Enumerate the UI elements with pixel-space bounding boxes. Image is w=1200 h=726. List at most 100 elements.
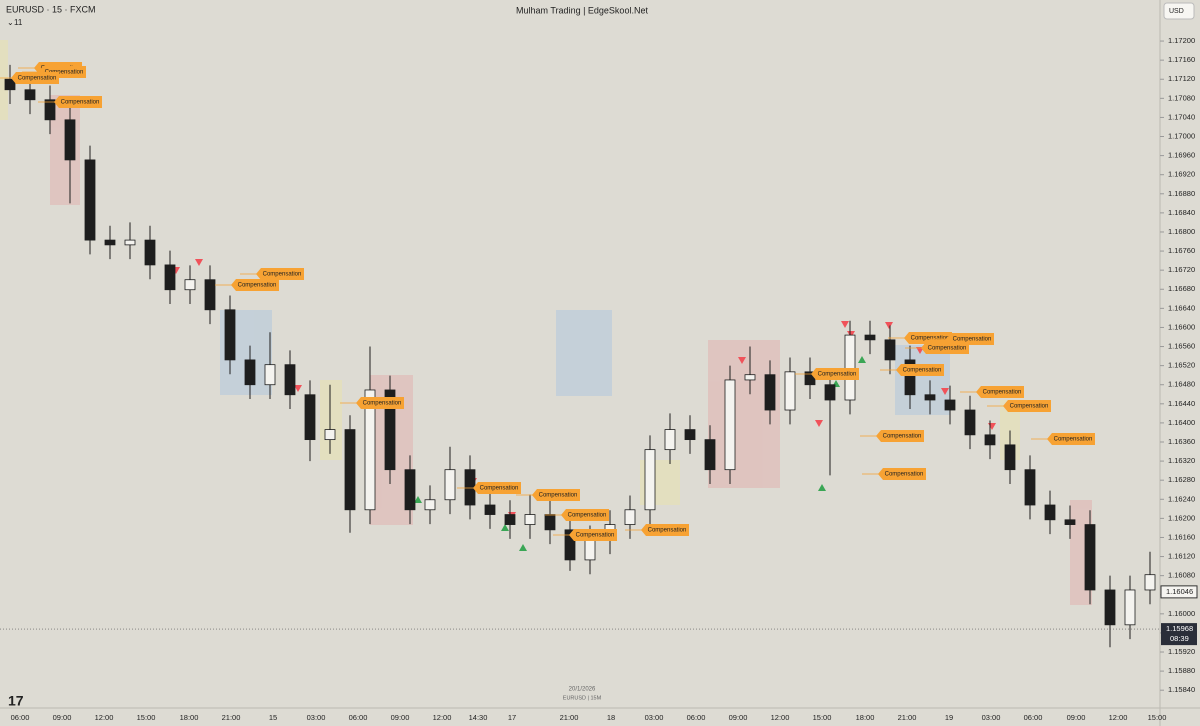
currency-button[interactable]	[1163, 2, 1195, 20]
x-tick-label: 15:00	[1148, 713, 1167, 722]
watermark-date: 20/1/2026	[569, 687, 596, 693]
y-tick-label: 1.16000	[1168, 609, 1195, 618]
candle-body	[904, 359, 916, 396]
candle-body	[524, 514, 536, 525]
candle-body	[624, 509, 636, 525]
candle-body	[244, 359, 256, 386]
y-tick-label: 1.16760	[1168, 246, 1195, 255]
annotation-tag	[256, 268, 304, 280]
currency[interactable]: USD	[1169, 8, 1184, 15]
x-tick-label: 09:00	[391, 713, 410, 722]
y-tick-label: 1.16720	[1168, 265, 1195, 274]
candle-body	[884, 339, 896, 361]
y-tick-label: 1.16240	[1168, 494, 1195, 503]
candle-body	[1104, 589, 1116, 626]
y-tick-label: 1.16520	[1168, 361, 1195, 370]
candle-body	[704, 439, 716, 471]
candle-body	[1024, 469, 1036, 506]
buy-signal	[519, 544, 527, 551]
x-tick-label: 15:00	[137, 713, 156, 722]
annotation-text: Compensation	[576, 533, 615, 539]
zone	[0, 40, 8, 120]
candle-body	[824, 384, 836, 401]
center-title: Mulham Trading | EdgeSkool.Net	[516, 5, 648, 15]
x-tick-label: 21:00	[560, 713, 579, 722]
x-tick-label: 15:00	[813, 713, 832, 722]
annotation-text: Compensation	[903, 368, 942, 374]
logo[interactable]: 17	[8, 693, 24, 709]
candle-body	[464, 469, 476, 506]
y-tick-label: 1.17200	[1168, 36, 1195, 45]
annotation-text: Compensation	[928, 346, 967, 352]
annotation-text: Compensation	[983, 390, 1022, 396]
candle-body	[584, 539, 596, 561]
last-price-tag	[1161, 623, 1197, 646]
candle-body	[4, 78, 16, 91]
x-tick-label: 14:30	[469, 713, 488, 722]
annotation-text: Compensation	[818, 372, 857, 378]
y-tick-label: 1.16560	[1168, 342, 1195, 351]
zone	[708, 340, 780, 488]
candle-body	[844, 334, 856, 401]
annotation-text: Compensation	[911, 336, 950, 342]
y-tick-label: 1.16200	[1168, 513, 1195, 522]
candle-body	[404, 469, 416, 511]
zone	[320, 380, 342, 460]
candle-body	[24, 89, 36, 101]
buy-signal	[818, 484, 826, 491]
annotation-tag	[946, 333, 994, 345]
y-tick-label: 1.16680	[1168, 284, 1195, 293]
x-tick-label: 18:00	[180, 713, 199, 722]
candle-body	[264, 364, 276, 386]
x-tick-label: 09:00	[1067, 713, 1086, 722]
annotation-tag	[876, 430, 924, 442]
sell-signal	[294, 385, 302, 392]
candle-body	[104, 239, 116, 246]
candle-body	[284, 364, 296, 396]
y-tick-label: 1.17040	[1168, 112, 1195, 121]
annotation-text: Compensation	[480, 486, 519, 492]
symbol[interactable]: EURUSD · 15 · FXCM	[6, 4, 96, 14]
y-tick-label: 1.16360	[1168, 437, 1195, 446]
zone	[556, 310, 612, 396]
annotation-text: Compensation	[45, 70, 84, 76]
candle-body	[344, 429, 356, 511]
y-tick-label: 1.16600	[1168, 322, 1195, 331]
candle-body	[324, 429, 336, 441]
annotation-tag	[54, 96, 102, 108]
y-tick-label: 1.15920	[1168, 647, 1195, 656]
candle-body	[504, 514, 516, 525]
y-tick-label: 1.16160	[1168, 532, 1195, 541]
y-tick-label: 1.16440	[1168, 399, 1195, 408]
candle-body	[364, 389, 376, 511]
annotation-tag	[473, 482, 521, 494]
collapse-icon[interactable]: ⌄	[7, 18, 14, 27]
candle-body	[944, 399, 956, 411]
sell-signal	[847, 331, 855, 338]
indicator-count[interactable]: 11	[14, 18, 23, 27]
candle-body	[724, 379, 736, 471]
last-price: 1.15968	[1166, 624, 1193, 633]
annotation-text: Compensation	[883, 434, 922, 440]
annotation-tag	[569, 529, 617, 541]
annotation-tag	[561, 509, 609, 521]
candle-body	[664, 429, 676, 451]
annotation-tag	[878, 468, 926, 480]
buy-signal	[414, 496, 422, 503]
x-tick-label: 09:00	[53, 713, 72, 722]
candle-body	[684, 429, 696, 441]
y-tick-label: 1.16920	[1168, 170, 1195, 179]
annotation-tag	[11, 72, 59, 84]
annotation-tag	[231, 279, 279, 291]
y-tick-label: 1.15840	[1168, 685, 1195, 694]
marker-price: 1.16046	[1166, 587, 1193, 596]
annotation-tag	[1003, 400, 1051, 412]
annotation-tag	[896, 364, 944, 376]
annotation-tag	[811, 368, 859, 380]
candle-body	[544, 514, 556, 531]
annotation-tag	[641, 524, 689, 536]
candle-body	[64, 119, 76, 161]
x-tick-label: 19	[945, 713, 953, 722]
x-tick-label: 12:00	[433, 713, 452, 722]
candle-body	[924, 394, 936, 401]
